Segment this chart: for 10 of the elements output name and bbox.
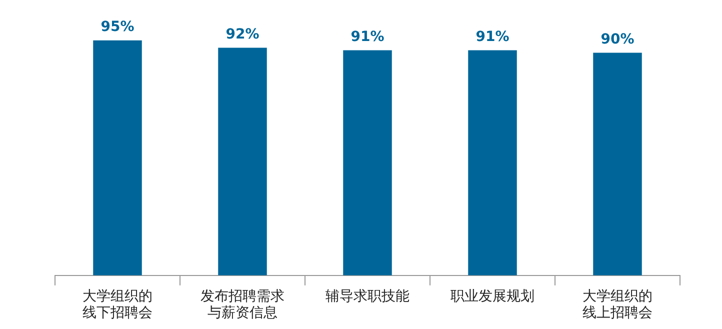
x-tick-label: 辅导求职技能 (326, 288, 410, 304)
data-label: 91% (476, 28, 510, 45)
x-tick-label: 发布招聘需求与薪资信息 (200, 288, 284, 322)
data-label: 90% (600, 31, 634, 48)
data-label: 95% (100, 19, 134, 36)
x-tick-label: 职业发展规划 (450, 288, 534, 304)
data-label: 91% (350, 28, 384, 45)
data-label: 92% (226, 26, 260, 42)
x-tick-label: 大学组织的线下招聘会 (82, 288, 152, 322)
x-tick-label: 大学组织的线上招聘会 (582, 288, 652, 322)
